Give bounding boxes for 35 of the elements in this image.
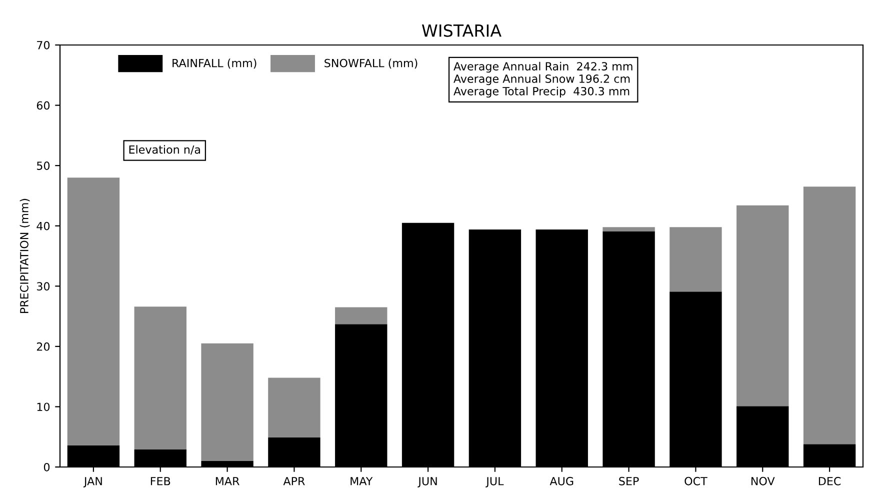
y-tick-label: 20 [36, 342, 50, 351]
x-tick-label: JUN [418, 477, 437, 488]
bar [268, 378, 320, 438]
y-tick-label: 40 [36, 222, 50, 230]
x-tick-label: JAN [83, 477, 102, 488]
x-tick-label: MAR [216, 477, 240, 486]
y-tick-label: 0 [44, 462, 50, 472]
bar [670, 227, 722, 292]
x-tick-label: APR [283, 477, 305, 486]
legend-label: RAINFALL (mm) [172, 58, 256, 69]
bar [602, 227, 655, 232]
bar [201, 343, 254, 461]
y-tick-label: 10 [37, 402, 50, 412]
bar [134, 306, 186, 450]
y-axis-title: PRECIPITATION (mm) [20, 198, 30, 313]
y-tick-label: 60 [36, 101, 50, 110]
x-tick-label: NOV [751, 476, 775, 486]
y-tick-label: 70 [37, 40, 50, 50]
y-tick-label: 30 [36, 282, 50, 291]
x-tick-label: MAY [350, 477, 373, 486]
annotation: Average Annual Rain 242.3 mm Average Annual Snow 196.2 cm Average Total Precip 430.3 mm [454, 62, 632, 98]
x-tick-label: OCT [684, 476, 708, 486]
x-tick-label: SEP [619, 476, 639, 486]
bar [67, 178, 120, 446]
bar [736, 205, 789, 406]
y-tick-label: 50 [36, 162, 50, 170]
x-tick-label: JUL [486, 477, 504, 488]
bar [803, 186, 856, 444]
x-tick-label: AUG [550, 476, 574, 486]
annotation: Elevation n/a [129, 145, 200, 155]
bar [335, 307, 388, 324]
chart-title: WISTARIA [422, 24, 502, 37]
legend-label: SNOWFALL (mm) [324, 58, 418, 69]
x-tick-label: DEC [818, 476, 841, 486]
x-tick-label: FEB [150, 477, 170, 486]
